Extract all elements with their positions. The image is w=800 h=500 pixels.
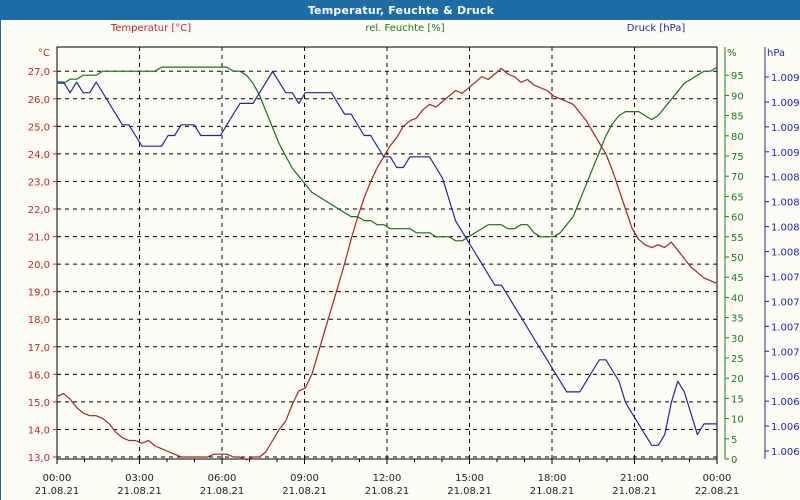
axis-tick-label-humidity: 5 [731,435,737,446]
axis-tick-label-pressure: 1.006 [771,397,800,408]
axis-tick-label-left: 21,0 [28,233,50,244]
axis-tick-label-date: 21.08.21 [35,486,80,497]
axis-tick-label-pressure: 1.007 [771,322,800,333]
chart-canvas: 27,0 26,0 25,0 24,0 23,0 22,0 21,0 20,0 19,0 18,0… [1,20,800,500]
axis-tick-label-pressure: 1.006 [771,422,800,433]
axis-tick-label-left: 26,0 [28,95,50,106]
axis-tick-label-humidity: 70 [731,172,744,183]
axis-tick-label-humidity: 55 [731,233,744,244]
axis-tick-label-humidity: 95 [731,71,744,82]
axis-tick-label-left: 23,0 [28,177,50,188]
axis-tick-label-time: 00:00 [43,473,72,484]
axis-tick-label-date: 21.08.21 [447,486,492,497]
axis-tick-label-humidity: 25 [731,354,744,365]
legend-humidity: rel. Feuchte [%] [365,23,445,34]
axis-unit-pressure: hPa [767,48,785,59]
axis-tick-label-date: 21.08.21 [282,486,327,497]
series-line-temperature [56,67,718,461]
axis-tick-label-pressure: 1.009 [771,73,800,84]
axis-tick-label-left: 24,0 [28,150,50,161]
axis-tick-label-humidity: 65 [731,192,744,203]
series-line-pressure [56,70,718,446]
axis-tick-label-pressure: 1.007 [771,347,800,358]
axis-tick-label-left: 20,0 [28,260,50,271]
axis-tick-label-humidity: 20 [731,374,744,385]
axis-tick-label-time: 21:00 [620,473,649,484]
legend-pressure: Druck [hPa] [626,23,686,34]
plot-frame [56,46,718,460]
axis-tick-label-humidity: 30 [731,334,744,345]
axis-tick-label-pressure: 1.006 [771,447,800,458]
axis-tick-label-humidity: 80 [731,132,744,143]
series-line-humidity [56,66,718,242]
axis-tick-label-pressure: 1.008 [771,173,800,184]
axis-tick-label-humidity: 35 [731,314,744,325]
axis-tick-label-date: 21.08.21 [117,486,162,497]
axis-tick-label-pressure: 1.009 [771,98,800,109]
axis-tick-label-humidity: 60 [731,213,744,224]
axis-unit-humidity: % [727,48,737,59]
axis-tick-label-left: 22,0 [28,205,50,216]
axis-tick-label-humidity: 85 [731,112,744,123]
axis-tick-label-time: 18:00 [538,473,567,484]
axis-tick-label-pressure: 1.008 [771,248,800,259]
window-title-bar: Temperatur, Feuchte & Druck [1,1,800,20]
axis-tick-label-left: 15,0 [28,398,50,409]
axis-tick-label-time: 12:00 [373,473,402,484]
axis-tick-label-pressure: 1.006 [771,372,800,383]
axis-tick-label-time: 00:00 [703,473,732,484]
axis-tick-label-humidity: 75 [731,152,744,163]
axis-tick-label-humidity: 90 [731,91,744,102]
axis-tick-label-left: 27,0 [28,67,50,78]
axis-tick-label-left: 19,0 [28,288,50,299]
axis-tick-label-time: 06:00 [208,473,237,484]
axis-tick-label-pressure: 1.009 [771,148,800,159]
axis-tick-label-pressure: 1.007 [771,297,800,308]
axis-tick-label-humidity: 40 [731,293,744,304]
axis-tick-label-left: 13,0 [28,453,50,464]
axis-tick-label-date: 21.08.21 [530,486,575,497]
axis-tick-label-humidity: 50 [731,253,744,264]
axis-tick-label-left: 14,0 [28,425,50,436]
axis-tick-label-humidity: 0 [731,455,737,466]
axis-tick-label-pressure: 1.008 [771,198,800,209]
axis-tick-label-time: 09:00 [290,473,319,484]
axis-tick-label-left: 25,0 [28,122,50,133]
axis-tick-label-left: 18,0 [28,315,50,326]
axis-tick-label-left: 17,0 [28,343,50,354]
axis-tick-label-pressure: 1.008 [771,223,800,234]
axis-tick-label-humidity: 45 [731,273,744,284]
axis-tick-label-left: 16,0 [28,370,50,381]
axis-tick-label-time: 03:00 [125,473,154,484]
axis-tick-label-date: 21.08.21 [612,486,657,497]
axis-tick-label-time: 15:00 [455,473,484,484]
axis-tick-label-humidity: 10 [731,415,744,426]
axis-tick-label-pressure: 1.009 [771,123,800,134]
legend-temperature: Temperatur [°C] [110,23,192,34]
axis-tick-label-pressure: 1.007 [771,272,800,283]
axis-unit-left: °C [38,48,50,59]
axis-tick-label-date: 22.08.21 [695,486,740,497]
chart-svg: 27,0 26,0 25,0 24,0 23,0 22,0 21,0 20,0 19,0 18,0… [28,46,800,497]
axis-tick-label-date: 21.08.21 [200,486,245,497]
page-title: Temperatur, Feuchte & Druck [307,4,495,17]
axis-tick-label-date: 21.08.21 [365,486,410,497]
axis-tick-label-humidity: 15 [731,394,744,405]
